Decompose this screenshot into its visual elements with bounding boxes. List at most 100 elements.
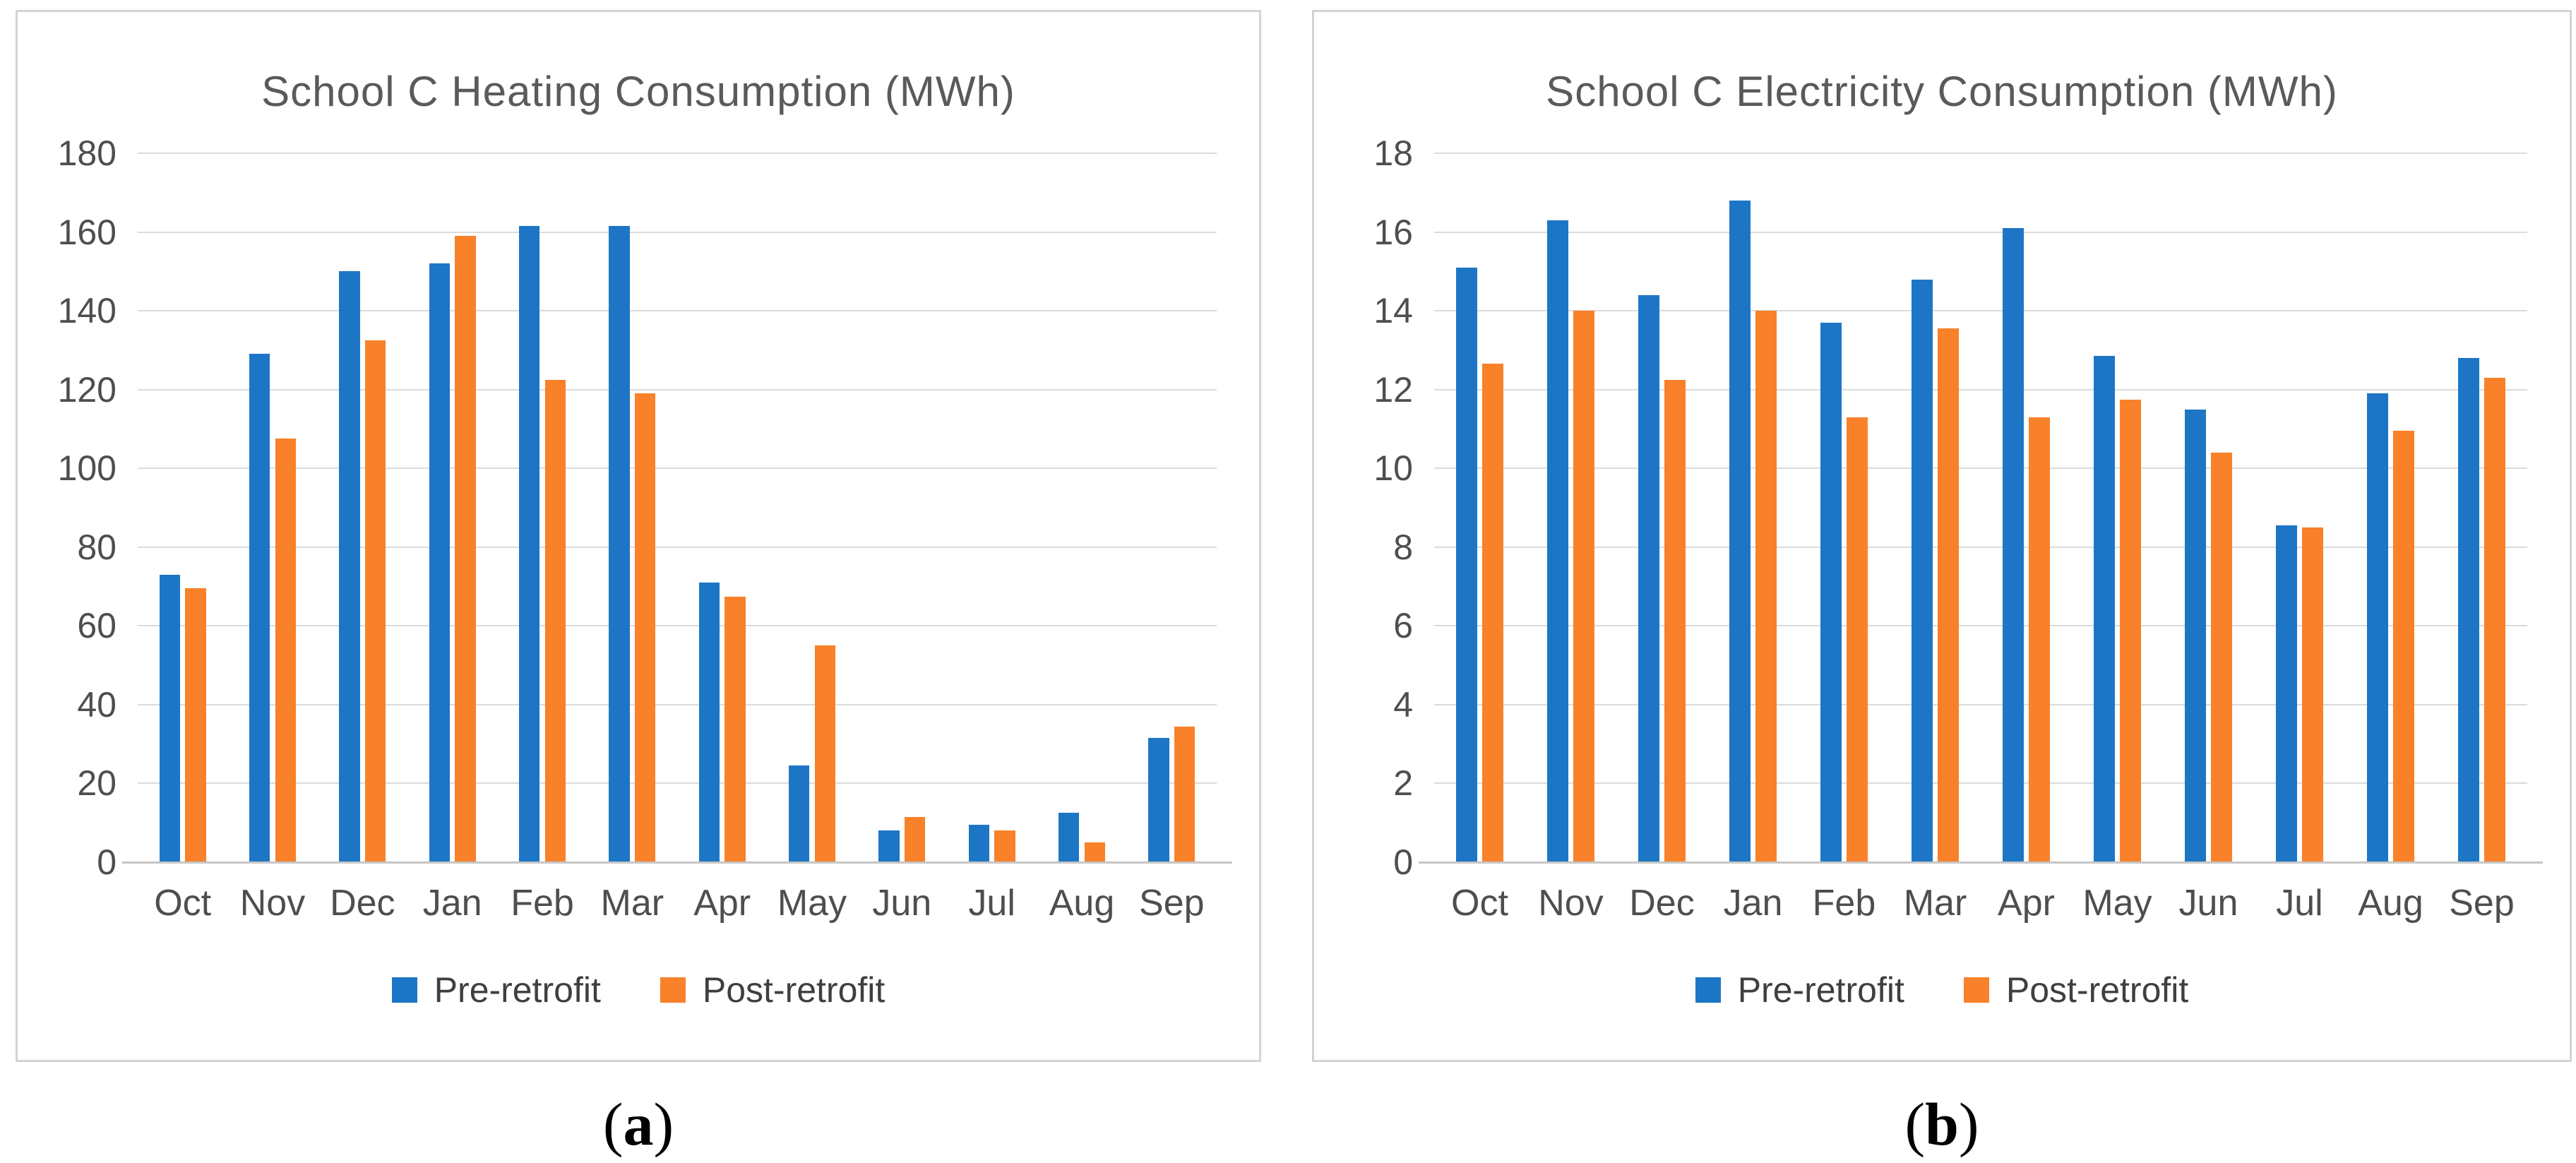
gridline bbox=[138, 703, 1217, 705]
y-axis-tick-label: 20 bbox=[77, 763, 117, 804]
legend-item-post: Post-retrofit bbox=[660, 970, 885, 1010]
bar-post-retrofit-jun bbox=[905, 816, 926, 862]
gridline bbox=[1434, 467, 2527, 470]
legend-item-pre: Pre-retrofit bbox=[1695, 970, 1904, 1010]
bar-post-retrofit-aug bbox=[1084, 842, 1106, 862]
gridline bbox=[1434, 703, 2527, 705]
gridline bbox=[1434, 310, 2527, 312]
x-axis-tick-label: Jun bbox=[872, 883, 932, 924]
gridline bbox=[1434, 231, 2527, 233]
y-axis-tick-label: 120 bbox=[57, 369, 117, 410]
x-axis-tick-label: Apr bbox=[1998, 883, 2055, 924]
gridline bbox=[138, 153, 1217, 154]
legend-item-post: Post-retrofit bbox=[1963, 970, 2189, 1010]
gridline bbox=[138, 546, 1217, 548]
caption-letter-a: a bbox=[623, 1090, 654, 1158]
bar-post-retrofit-sep bbox=[2484, 377, 2506, 862]
y-axis-tick-label: 0 bbox=[1393, 842, 1413, 882]
caption-letter-b: b bbox=[1925, 1090, 1959, 1158]
bar-post-retrofit-may bbox=[2120, 399, 2142, 862]
x-axis-tick-label: Dec bbox=[1629, 883, 1695, 924]
x-axis-tick-label: May bbox=[777, 883, 847, 924]
bar-post-retrofit-aug bbox=[2393, 431, 2415, 862]
subfigure-caption-a: (a) bbox=[16, 1089, 1261, 1159]
x-axis-tick-label: Sep bbox=[1139, 883, 1205, 924]
bar-pre-retrofit-jun bbox=[878, 830, 900, 862]
x-axis-tick-label: Jul bbox=[2276, 883, 2323, 924]
bar-post-retrofit-mar bbox=[1938, 328, 1960, 862]
subfigure-caption-b: (b) bbox=[1312, 1089, 2572, 1159]
bar-pre-retrofit-mar bbox=[609, 226, 630, 862]
post-retrofit-label: Post-retrofit bbox=[2005, 970, 2189, 1010]
pre-retrofit-swatch-icon bbox=[391, 977, 417, 1003]
bar-pre-retrofit-jul bbox=[2275, 525, 2297, 862]
gridline bbox=[1434, 388, 2527, 390]
bar-pre-retrofit-jan bbox=[429, 263, 450, 862]
heating-chart-title: School C Heating Consumption (MWh) bbox=[261, 68, 1015, 115]
bar-post-retrofit-feb bbox=[544, 379, 566, 862]
y-axis-tick-label: 14 bbox=[1373, 291, 1413, 331]
electricity-legend: Pre-retrofit Post-retrofit bbox=[1314, 970, 2570, 1010]
heating-chart-panel: School C Heating Consumption (MWh) 0 20 40… bbox=[16, 10, 1261, 1062]
bar-pre-retrofit-mar bbox=[1911, 279, 1933, 862]
x-axis-tick-label: Aug bbox=[2358, 883, 2423, 924]
bar-post-retrofit-nov bbox=[275, 439, 297, 862]
post-retrofit-swatch-icon bbox=[660, 977, 686, 1003]
x-axis-tick-label: Dec bbox=[330, 883, 395, 924]
x-axis-tick-label: Feb bbox=[511, 883, 574, 924]
y-axis-tick-label: 100 bbox=[57, 448, 117, 489]
y-axis-tick-label: 180 bbox=[57, 133, 117, 173]
gridline bbox=[138, 782, 1217, 785]
gridline bbox=[138, 625, 1217, 627]
bar-post-retrofit-nov bbox=[1573, 311, 1595, 862]
y-axis-tick-label: 12 bbox=[1373, 369, 1413, 410]
x-axis-tick-label: Nov bbox=[1538, 883, 1604, 924]
y-axis-tick-label: 2 bbox=[1393, 763, 1413, 804]
bar-post-retrofit-jun bbox=[2211, 452, 2233, 862]
bar-pre-retrofit-jul bbox=[968, 825, 989, 862]
x-axis-tick-label: Feb bbox=[1812, 883, 1876, 924]
bar-pre-retrofit-apr bbox=[2002, 227, 2024, 862]
bar-pre-retrofit-oct bbox=[159, 574, 180, 862]
y-axis-tick-label: 16 bbox=[1373, 212, 1413, 252]
y-axis-tick-label: 160 bbox=[57, 212, 117, 252]
gridline bbox=[138, 231, 1217, 233]
subfigure-b: School C Electricity Consumption (MWh) 0… bbox=[1312, 10, 2572, 1159]
electricity-chart-title: School C Electricity Consumption (MWh) bbox=[1546, 68, 2338, 115]
x-axis-tick-label: Aug bbox=[1049, 883, 1115, 924]
bar-post-retrofit-sep bbox=[1174, 726, 1195, 862]
bar-post-retrofit-jan bbox=[455, 236, 476, 862]
bar-pre-retrofit-may bbox=[2093, 356, 2115, 862]
electricity-plot-area: 0 2 4 6 8 10 12 14 16 18 Oct Nov Dec Jan Feb Mar Apr May J… bbox=[1373, 133, 2543, 924]
y-axis-tick-label: 140 bbox=[57, 291, 117, 331]
gridline bbox=[1434, 625, 2527, 627]
bar-pre-retrofit-may bbox=[788, 765, 810, 862]
gridline bbox=[1434, 782, 2527, 785]
y-axis-tick-label: 4 bbox=[1393, 684, 1413, 724]
bar-pre-retrofit-oct bbox=[1455, 267, 1477, 862]
bar-pre-retrofit-jun bbox=[2184, 409, 2206, 862]
x-axis-tick-label: Mar bbox=[1903, 883, 1967, 924]
bar-pre-retrofit-nov bbox=[249, 354, 270, 862]
gridline bbox=[1434, 546, 2527, 548]
x-axis-tick-label: May bbox=[2082, 883, 2152, 924]
gridline bbox=[138, 467, 1217, 470]
gridline bbox=[138, 310, 1217, 312]
bar-post-retrofit-jul bbox=[994, 830, 1015, 862]
bar-pre-retrofit-sep bbox=[1148, 738, 1169, 862]
x-axis-tick-label: Jul bbox=[968, 883, 1015, 924]
x-axis-tick-label: Oct bbox=[1451, 883, 1508, 924]
heating-plot-area: 0 20 40 60 80 100 120 140 160 180 Oct Nov Dec Jan Feb M… bbox=[58, 133, 1232, 924]
gridline bbox=[1434, 153, 2527, 154]
y-axis-tick-label: 8 bbox=[1393, 527, 1413, 567]
x-axis-tick-label: Nov bbox=[239, 883, 306, 924]
caption-close-paren: ) bbox=[653, 1090, 674, 1158]
bar-pre-retrofit-apr bbox=[698, 582, 720, 862]
pre-retrofit-label: Pre-retrofit bbox=[434, 970, 601, 1010]
pre-retrofit-swatch-icon bbox=[1695, 977, 1721, 1003]
bar-pre-retrofit-jan bbox=[1729, 200, 1751, 862]
x-axis-tick-label: Jun bbox=[2178, 883, 2238, 924]
y-axis-tick-label: 60 bbox=[77, 606, 117, 646]
bar-pre-retrofit-aug bbox=[2366, 393, 2388, 862]
y-axis-tick-label: 40 bbox=[77, 684, 117, 724]
